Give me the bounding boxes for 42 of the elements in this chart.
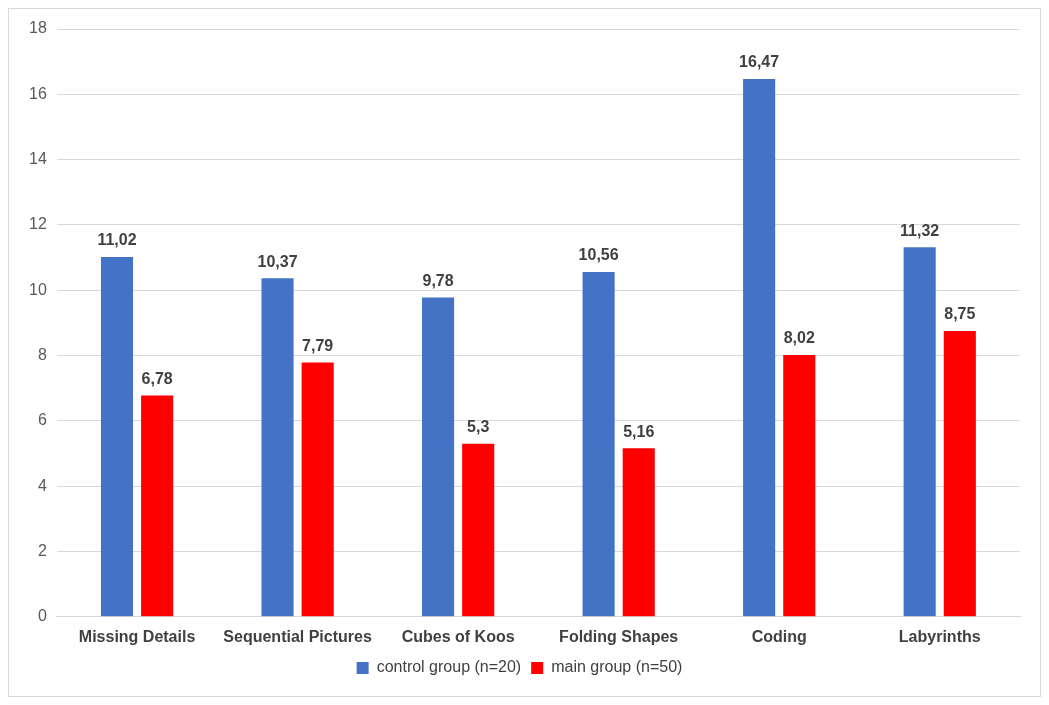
bar <box>462 443 495 617</box>
data-label: 7,79 <box>302 336 334 354</box>
bar <box>783 354 816 617</box>
legend-label: control group (n=20) <box>376 658 522 676</box>
data-label: 11,02 <box>97 231 137 249</box>
y-tick-label: 12 <box>29 215 47 233</box>
y-tick-label: 6 <box>37 411 47 429</box>
data-label: 10,56 <box>578 246 619 264</box>
bar <box>141 395 174 617</box>
x-tick-label: Sequential Pictures <box>223 627 372 645</box>
y-tick-label: 0 <box>37 607 47 625</box>
bar <box>100 256 134 617</box>
x-tick-label: Cubes of Koos <box>401 627 515 645</box>
y-tick-label: 2 <box>37 541 47 559</box>
y-tick-label: 4 <box>37 476 47 494</box>
data-label: 16,47 <box>739 53 780 71</box>
data-label: 6,78 <box>141 369 173 387</box>
y-tick-label: 14 <box>29 150 47 168</box>
data-label: 5,3 <box>467 418 490 436</box>
bar <box>743 78 776 617</box>
y-tick-label: 8 <box>37 345 47 363</box>
bar <box>301 362 334 617</box>
data-label: 8,75 <box>944 305 976 323</box>
x-tick-label: Labyrinths <box>898 627 981 645</box>
data-label: 5,16 <box>623 422 655 440</box>
bar <box>943 331 976 617</box>
data-label: 9,78 <box>422 271 454 289</box>
bar <box>903 247 936 617</box>
bar <box>622 448 655 617</box>
y-tick-label: 16 <box>29 84 47 102</box>
y-tick-label: 10 <box>29 280 47 298</box>
data-label: 11,32 <box>900 221 940 239</box>
x-tick-label: Missing Details <box>78 627 196 645</box>
x-tick-label: Coding <box>751 627 807 645</box>
data-label: 10,37 <box>257 252 298 270</box>
bar <box>582 271 615 617</box>
bar <box>261 278 294 617</box>
data-label: 8,02 <box>783 329 815 347</box>
y-tick-label: 18 <box>29 19 47 37</box>
bar <box>422 297 455 617</box>
legend-label: main group (n=50) <box>551 658 683 676</box>
x-tick-label: Folding Shapes <box>559 627 679 645</box>
